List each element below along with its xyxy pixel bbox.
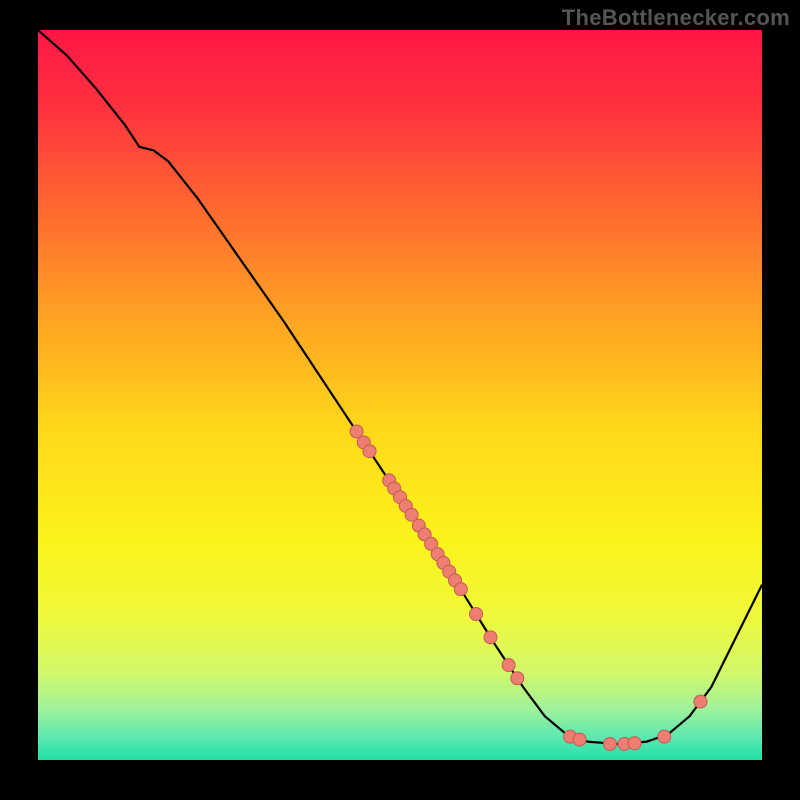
chart-frame: TheBottlenecker.com [0,0,800,800]
data-marker [470,608,483,621]
data-marker [658,730,671,743]
data-marker [484,631,497,644]
data-marker [502,659,515,672]
data-marker [454,583,467,596]
data-marker [694,695,707,708]
data-marker [628,737,641,750]
data-marker [573,733,586,746]
data-marker [511,672,524,685]
data-marker [603,737,616,750]
watermark-text: TheBottlenecker.com [562,5,790,31]
data-marker [363,445,376,458]
plot-area [38,30,762,760]
chart-svg [38,30,762,760]
markers-group [350,425,707,750]
bottleneck-curve [38,30,762,744]
